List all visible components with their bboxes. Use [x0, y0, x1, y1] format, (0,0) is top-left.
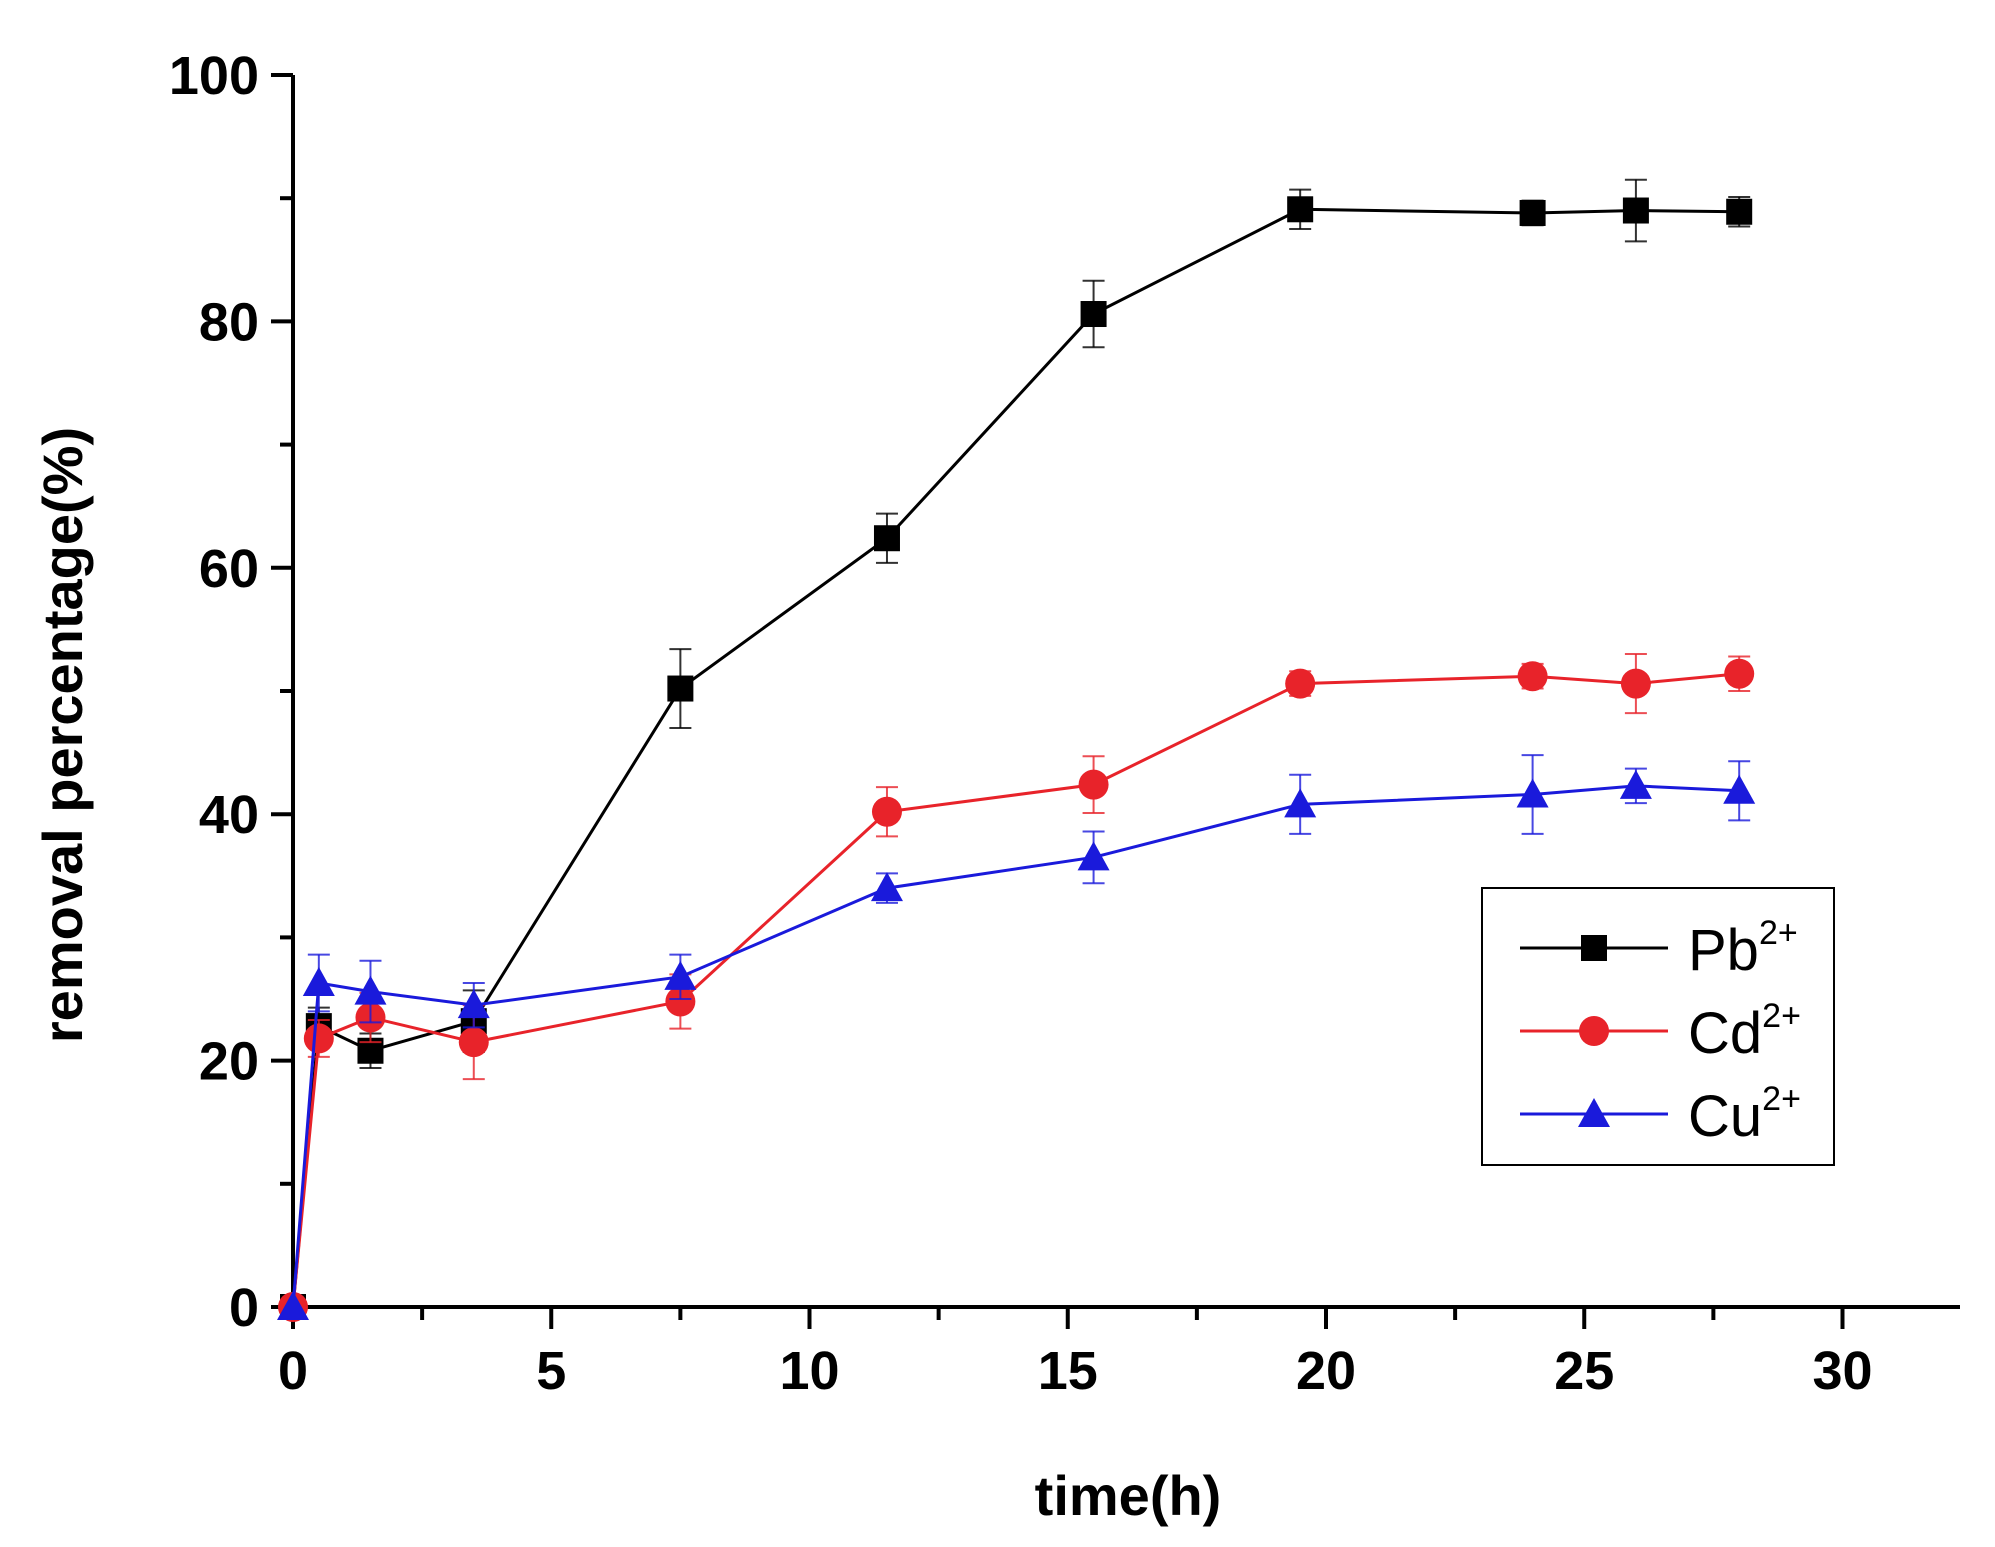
legend-superscript: 2+	[1762, 997, 1801, 1035]
y-tick-label: 80	[199, 292, 259, 352]
legend-marker	[1581, 935, 1607, 961]
y-tick-label: 40	[199, 785, 259, 845]
legend-marker	[1579, 1016, 1609, 1046]
data-point	[1284, 788, 1317, 818]
data-point	[1723, 774, 1756, 804]
series-cu	[277, 754, 1756, 1320]
data-point	[1516, 778, 1549, 808]
data-point	[1517, 661, 1548, 692]
data-point	[1619, 769, 1652, 799]
data-point	[667, 675, 694, 702]
data-point	[1620, 668, 1651, 699]
x-axis-ticks: 0 5 10 15 20 25 30	[278, 1307, 1873, 1401]
data-point	[1519, 199, 1546, 226]
y-axis-ticks: 0 20 40 60 80 100	[169, 46, 293, 1338]
legend-marker	[1578, 1098, 1610, 1127]
y-tick-label: 60	[199, 539, 259, 599]
legend-box	[1481, 887, 1835, 1166]
x-tick-label: 30	[1812, 1341, 1872, 1401]
data-point	[457, 989, 490, 1019]
y-tick-label: 0	[229, 1278, 259, 1338]
series-layer	[277, 178, 1756, 1322]
x-axis-title: time(h)	[1035, 1464, 1222, 1527]
series-pb	[280, 178, 1753, 1320]
x-tick-label: 25	[1554, 1341, 1614, 1401]
data-point	[870, 872, 903, 902]
data-point	[1080, 301, 1107, 328]
data-point	[664, 960, 697, 990]
x-tick-label: 5	[536, 1341, 566, 1401]
data-point	[277, 1291, 309, 1320]
y-axis-title: removal percentage(%)	[31, 427, 94, 1043]
y-tick-label: 100	[169, 46, 259, 106]
data-point	[1078, 769, 1109, 800]
data-point	[354, 975, 387, 1005]
data-point	[873, 525, 900, 552]
y-tick-label: 20	[199, 1032, 259, 1092]
data-point	[665, 986, 696, 1017]
x-tick-label: 20	[1296, 1341, 1356, 1401]
legend-superscript: 2+	[1762, 1080, 1801, 1118]
data-point	[302, 966, 335, 996]
data-point	[1726, 198, 1753, 225]
x-tick-label: 0	[278, 1341, 308, 1401]
data-point	[458, 1027, 489, 1058]
data-point	[1285, 668, 1316, 699]
x-tick-label: 15	[1038, 1341, 1098, 1401]
data-point	[1622, 197, 1649, 224]
data-point	[303, 1023, 334, 1054]
data-point	[1077, 841, 1110, 871]
data-point	[871, 796, 902, 827]
data-point	[1287, 196, 1314, 223]
legend-superscript: 2+	[1759, 914, 1798, 952]
x-tick-label: 10	[779, 1341, 839, 1401]
legend: Pb2+Cd2+Cu2+	[1481, 887, 1835, 1166]
data-point	[1724, 658, 1755, 689]
series-cd	[278, 653, 1755, 1322]
